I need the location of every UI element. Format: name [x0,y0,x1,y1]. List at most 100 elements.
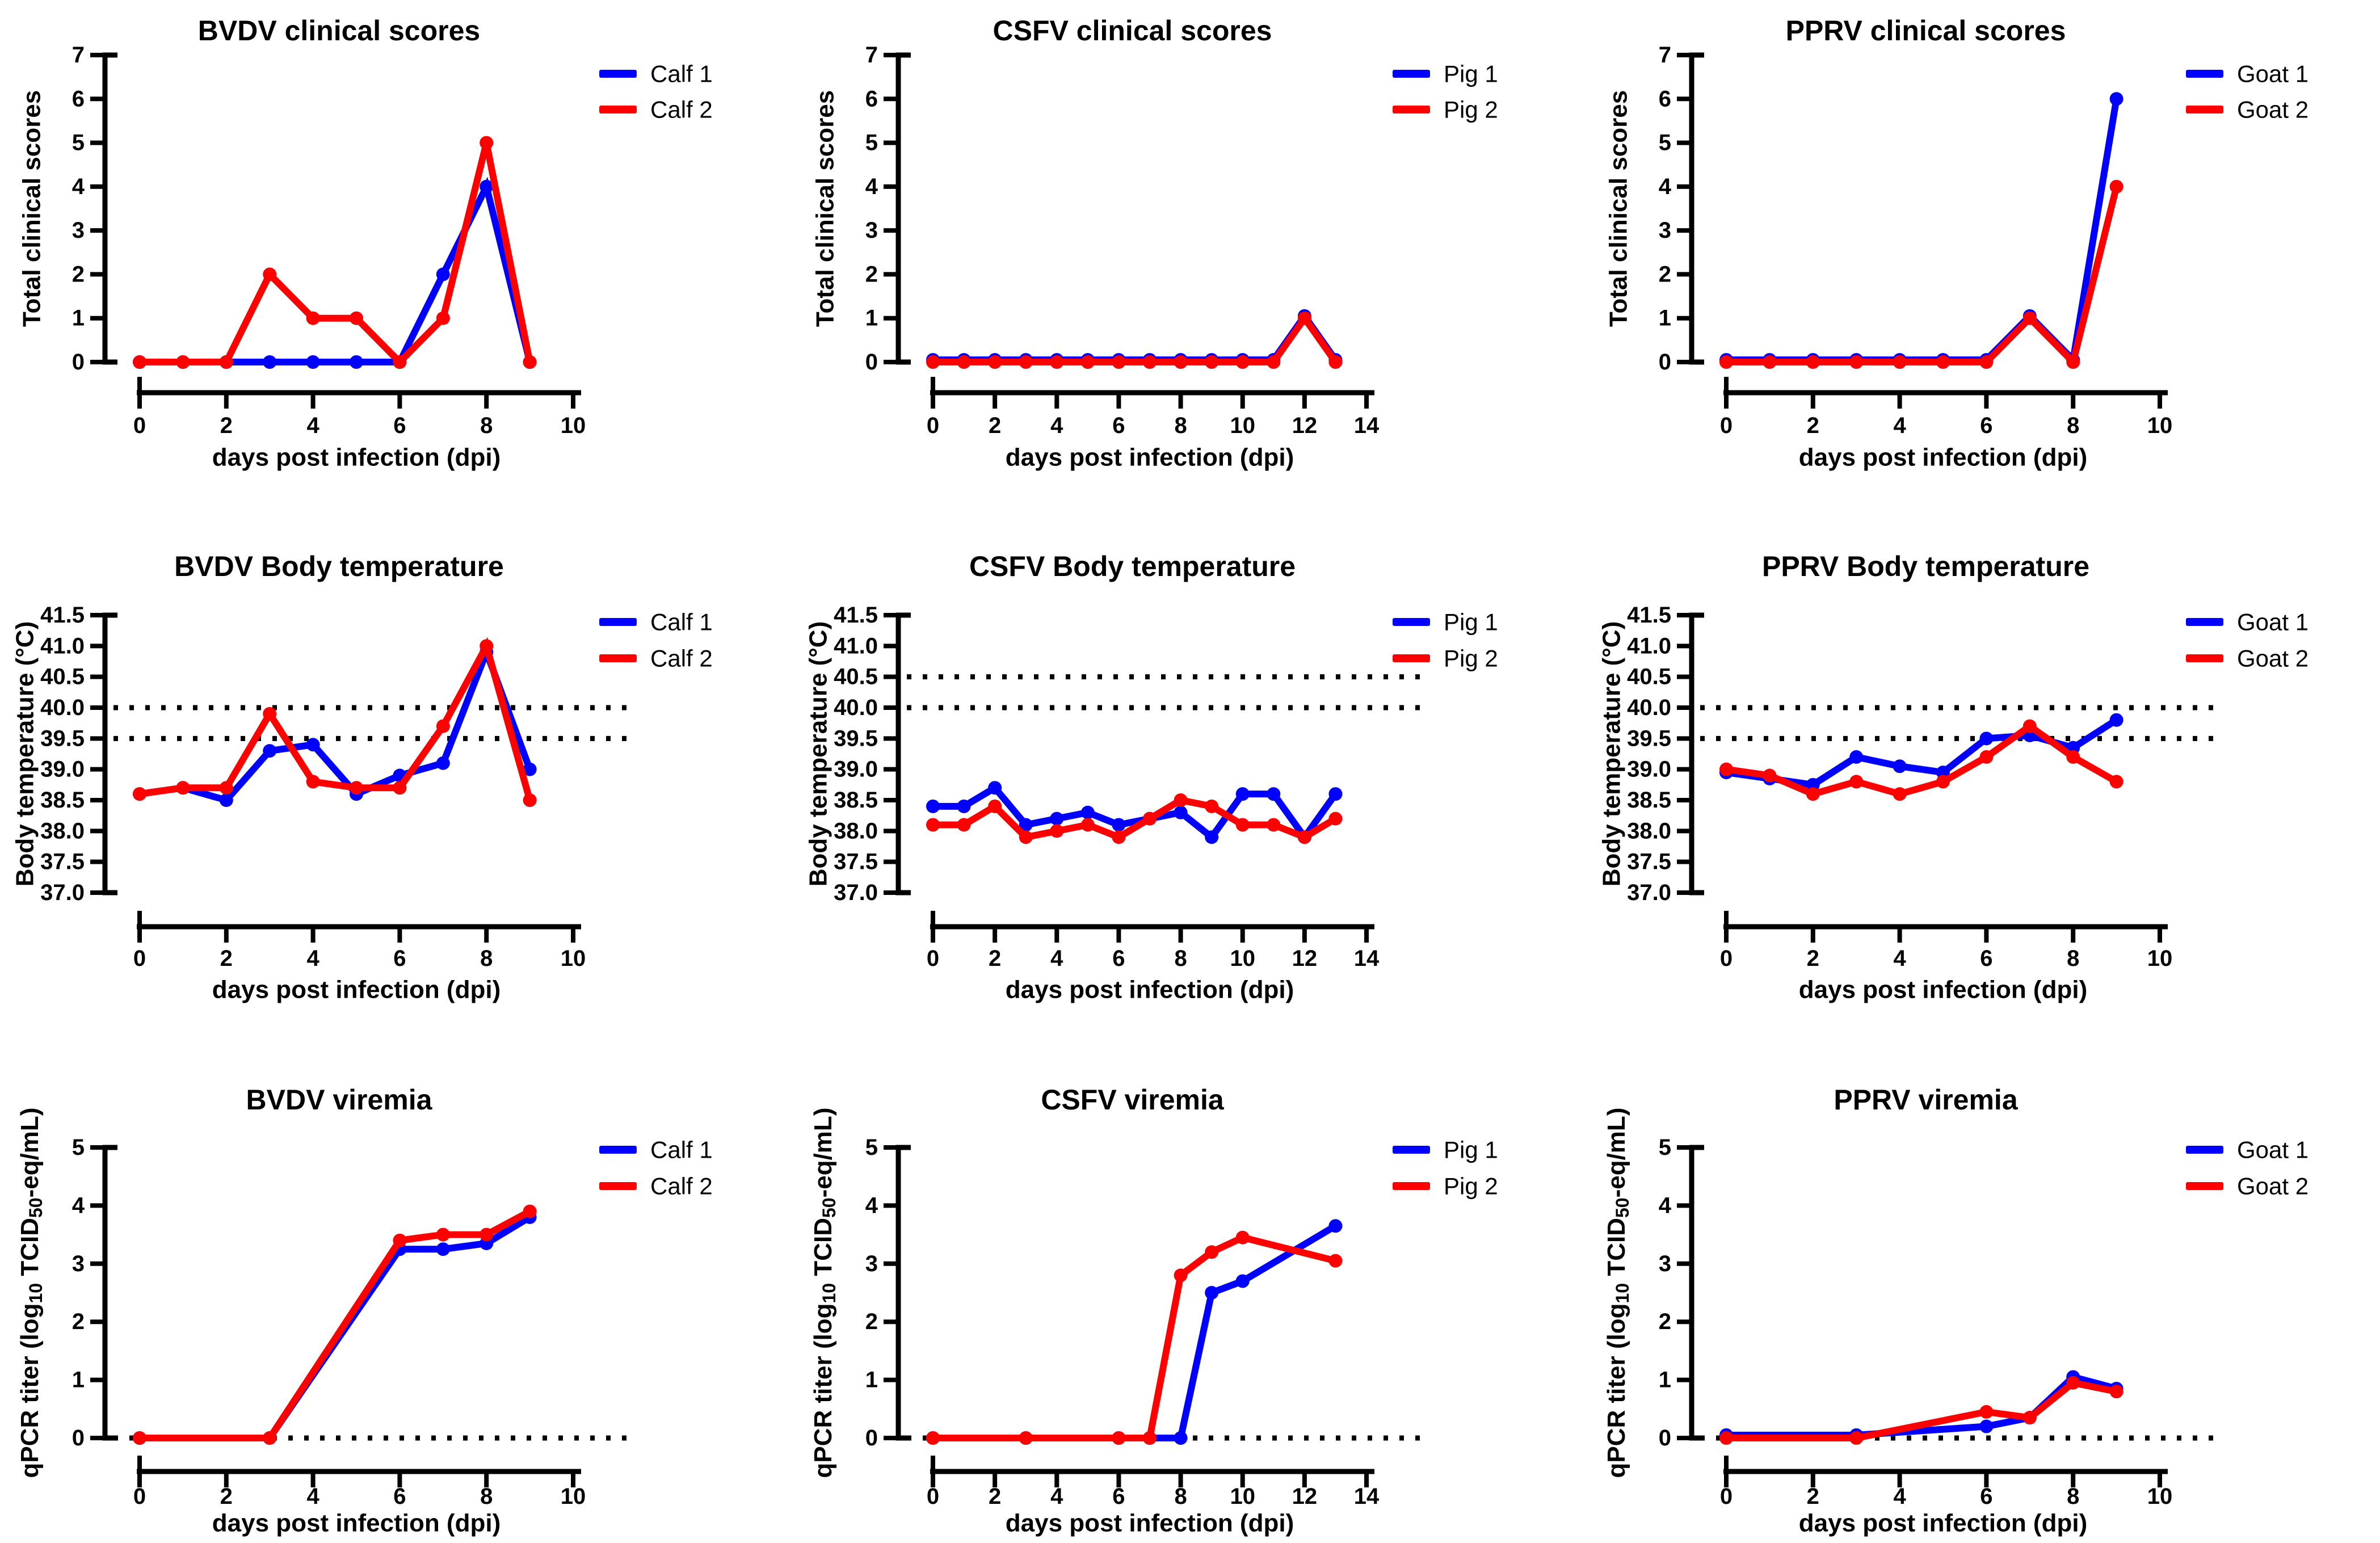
legend-item: Calf 2 [599,645,713,672]
data-point-marker [436,756,450,770]
y-axis-title: qPCR titer (log10 TCID50-eq/mL) [16,1108,47,1478]
legend-swatch [599,106,637,113]
chart-title: BVDV Body temperature [174,550,504,582]
x-axis-title: days post infection (dpi) [1799,1510,2087,1537]
legend-swatch [2186,1146,2223,1154]
data-point-marker [1019,830,1033,844]
x-tick-label: 0 [927,946,939,971]
y-tick-label: 37.0 [834,880,878,905]
data-point-marker [263,744,277,758]
y-tick-label: 41.5 [1627,603,1671,628]
y-tick-label: 3 [1659,1251,1671,1276]
legend-item: Goat 1 [2186,61,2308,87]
chart-pprv-viremia: PPRV viremia 0 1 2 3 4 5 qPCR titer (log10 TCID… [1603,1084,2309,1537]
data-point-marker [1267,787,1281,801]
y-tick-label: 40.5 [1627,665,1671,689]
x-tick-label: 8 [1174,413,1187,438]
data-point-marker [350,355,363,369]
y-tick-label: 2 [72,262,85,287]
y-tick-label: 41.5 [40,603,85,628]
data-point-marker [2066,355,2080,369]
legend-swatch [599,70,637,78]
x-tick-label: 8 [480,946,493,971]
data-point-marker [436,1227,450,1242]
data-point-marker [926,818,940,832]
legend-item: Pig 2 [1393,96,1498,123]
legend-label: Pig 2 [1444,96,1498,123]
x-tick-label: 6 [1112,1484,1125,1509]
data-point-marker [306,355,320,369]
x-tick-label: 2 [220,946,233,971]
data-point-marker [350,781,363,795]
y-tick-label: 2 [72,1309,85,1334]
y-tick-label: 41.5 [834,603,878,628]
x-tick-label: 2 [989,413,1001,438]
series-line-goat-2 [1726,722,2118,798]
x-tick-label: 10 [561,946,586,971]
data-point-marker [957,355,971,369]
data-point-marker [436,311,450,325]
chart-title: BVDV viremia [246,1084,433,1116]
legend-swatch [2186,106,2223,113]
data-point-marker [1267,818,1281,832]
y-tick-label: 38.0 [40,818,85,843]
x-tick-label: 14 [1354,1484,1380,1509]
data-point-marker [523,1204,537,1218]
legend-swatch [2186,654,2223,662]
chart-title: CSFV clinical scores [993,15,1272,47]
y-axis-title: Body temperature (°C) [1598,621,1626,886]
data-point-marker [1080,818,1095,832]
x-tick-label: 2 [1807,1484,1819,1509]
chart-cell-csfv-viremia: CSFV viremia 0 1 2 3 4 5 qPCR titer (log10 TCID… [793,1028,1587,1542]
y-tick-label: 4 [1659,174,1672,199]
legend-label: Calf 1 [650,1137,713,1163]
legend-item: Pig 2 [1393,645,1498,672]
data-point-marker [1235,787,1250,801]
data-point-marker [1893,759,1907,773]
y-tick-label: 2 [865,262,878,287]
data-point-marker [1112,1431,1126,1445]
x-tick-label: 6 [1980,946,1992,971]
y-axis-title: Total clinical scores [1605,90,1633,327]
data-point-marker [393,781,407,795]
legend-item: Goat 1 [2186,609,2308,636]
y-tick-label: 0 [1659,1426,1671,1450]
series-line-pig-2 [933,1234,1336,1441]
data-point-marker [1205,1245,1219,1259]
y-tick-label: 7 [72,43,85,68]
data-point-marker [1050,824,1064,838]
data-point-marker [1112,830,1126,844]
data-point-marker [1235,355,1250,369]
data-point-marker [1174,793,1188,807]
y-tick-label: 39.5 [1627,726,1671,751]
y-tick-label: 7 [1659,43,1671,68]
x-tick-label: 0 [1720,413,1733,438]
legend-item: Pig 2 [1393,1173,1498,1200]
y-tick-label: 40.0 [834,695,878,720]
x-tick-label: 8 [1174,946,1187,971]
legend-swatch [599,1182,637,1190]
legend-swatch [1393,654,1430,662]
x-tick-label: 4 [306,413,319,438]
x-axis-title: days post infection (dpi) [1799,444,2087,472]
legend-item: Goat 2 [2186,1173,2308,1200]
x-tick-label: 10 [561,413,586,438]
data-point-marker [2022,719,2037,733]
x-tick-label: 0 [133,946,146,971]
legend-swatch [2186,618,2223,626]
chart-cell-bvdv-viremia: BVDV viremia 0 1 2 3 4 5 qPCR titer (log10 TCID… [0,1028,793,1542]
y-tick-label: 38.0 [1627,818,1671,843]
x-tick-label: 0 [1720,946,1733,971]
data-point-marker [1328,787,1343,801]
x-axis-title: days post infection (dpi) [212,444,501,472]
data-point-marker [1936,355,1950,369]
y-tick-label: 2 [1659,1309,1671,1334]
y-tick-label: 0 [865,1426,878,1450]
legend-label: Pig 2 [1444,1173,1498,1200]
y-tick-label: 5 [72,1135,85,1160]
data-point-marker [393,1233,407,1247]
legend-label: Pig 2 [1444,645,1498,672]
x-tick-label: 0 [1720,1484,1733,1509]
legend-label: Goat 1 [2237,1137,2308,1163]
legend-swatch [1393,70,1430,78]
